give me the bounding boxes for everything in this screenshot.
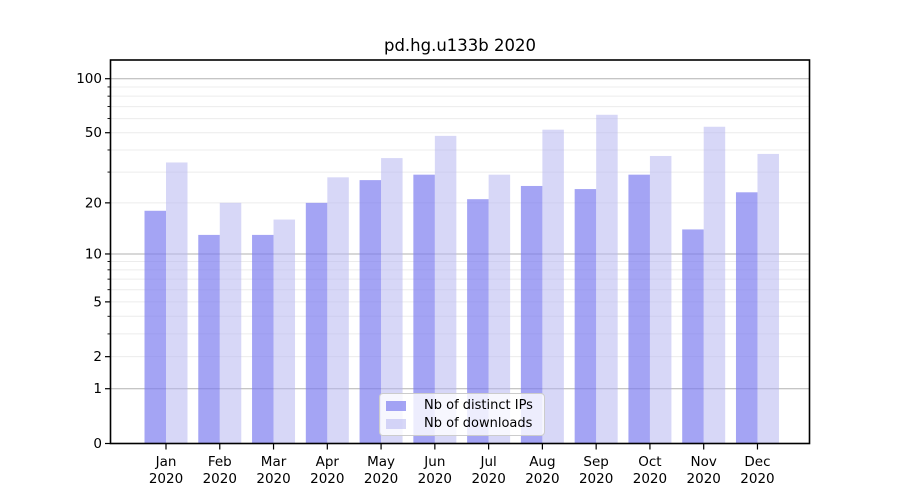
y-tick-label: 5 <box>93 294 102 310</box>
bar-ips-may <box>359 180 382 444</box>
bar-downloads-sep <box>596 114 618 445</box>
x-tick-label: Dec 2020 <box>740 454 774 487</box>
y-tick-label: 20 <box>85 195 102 211</box>
bar-downloads-dec <box>757 153 779 444</box>
y-tick-label: 50 <box>85 125 102 141</box>
x-tick-label: Jan 2020 <box>149 454 183 487</box>
bar-ips-dec <box>735 192 758 444</box>
legend-label-distinct-ips: Nb of distinct IPs <box>424 398 533 413</box>
bar-ips-oct <box>628 174 650 444</box>
y-tick-label: 2 <box>93 349 102 365</box>
chart-title: pd.hg.u133b 2020 <box>383 36 537 55</box>
legend-swatch-distinct-ips <box>386 400 406 411</box>
legend-label-downloads: Nb of downloads <box>424 416 533 431</box>
bar-downloads-aug <box>542 129 564 444</box>
bar-ips-sep <box>574 189 597 444</box>
bar-downloads-jan <box>166 162 188 444</box>
bar-downloads-jul <box>488 174 511 444</box>
x-tick-label: Oct 2020 <box>633 454 667 487</box>
bar-downloads-nov <box>703 126 726 444</box>
legend-row-distinct-ips: Nb of distinct IPs <box>386 397 536 415</box>
x-tick-label: Apr 2020 <box>310 454 344 487</box>
y-tick-label: 100 <box>76 71 102 87</box>
plot-border <box>109 59 811 445</box>
bar-ips-feb <box>198 234 220 444</box>
x-tick-label: Aug 2020 <box>525 454 559 487</box>
x-tick-label: Sep 2020 <box>579 454 613 487</box>
y-tick-label: 1 <box>93 381 102 397</box>
bar-downloads-feb <box>219 202 242 444</box>
x-tick-label: Jul 2020 <box>471 454 505 487</box>
bar-ips-nov <box>682 229 704 444</box>
x-tick-label: May 2020 <box>364 454 398 487</box>
x-tick-label: Nov 2020 <box>687 454 721 487</box>
bar-downloads-may <box>381 158 403 444</box>
bar-downloads-mar <box>273 219 296 444</box>
bar-ips-aug <box>520 185 543 444</box>
x-tick-label: Jun 2020 <box>418 454 452 487</box>
bar-downloads-apr <box>327 177 349 444</box>
y-tick-label: 10 <box>85 246 102 262</box>
bar-downloads-oct <box>649 155 672 445</box>
y-tick-label: 0 <box>93 436 102 452</box>
bar-ips-jun <box>413 174 435 444</box>
x-tick-label: Mar 2020 <box>256 454 290 487</box>
x-tick-label: Feb 2020 <box>203 454 237 487</box>
bar-ips-mar <box>252 234 274 444</box>
bar-ips-jul <box>467 199 489 444</box>
bar-ips-jan <box>144 210 166 444</box>
bar-downloads-jun <box>434 135 457 444</box>
legend-row-downloads: Nb of downloads <box>386 415 536 433</box>
legend: Nb of distinct IPs Nb of downloads <box>379 393 545 436</box>
legend-swatch-downloads <box>386 418 406 429</box>
bar-ips-apr <box>305 202 328 444</box>
